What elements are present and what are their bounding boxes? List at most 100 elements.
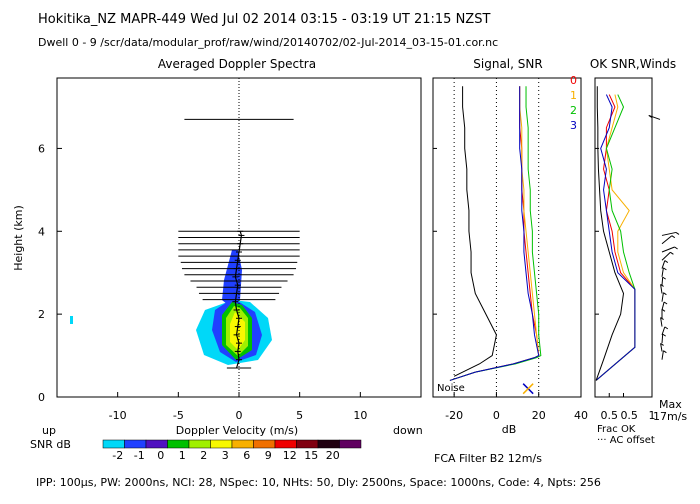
spectra-up-label: up [42,424,56,437]
snr-x-tick-label: 0 [493,409,500,422]
snr-x-tick-label: 40 [574,409,588,422]
snr-legend-tick-label: 3 [222,449,229,462]
snr-color-swatch [188,439,211,449]
snr-legend-tick-label: 0 [157,449,164,462]
winds-marks: 0.5 0.5 1 0 1 2 3 [570,74,680,422]
wind-barb-tick [663,350,667,354]
snr-color-swatch [231,439,254,449]
frac-ok-label: Frac OK [597,424,636,435]
snr-x-tick-label: -20 [445,409,463,422]
snr-series-line [449,86,540,381]
spectra-panel-title: Averaged Doppler Spectra [158,57,316,71]
wind-barb-tick [670,251,674,255]
snr-series-line [453,86,497,377]
snr-legend-tick-label: 1 [179,449,186,462]
spectra-heatmap [70,250,272,365]
snr-marks: -20 0 20 40 [433,78,588,422]
wind-barb-tick [660,343,664,346]
snr-legend-tick-label: -1 [134,449,145,462]
snr-series-line [449,86,540,381]
snr-color-legend: -2 -1 0 1 2 3 6 9 12 15 20 [102,439,362,462]
wind-barb [660,284,663,294]
snr-color-swatch [210,439,233,449]
spectra-x-tick-label: 10 [353,409,367,422]
wind-barb [661,246,675,253]
wind-barb-tick [648,115,653,118]
wind-barb [661,326,666,336]
snr-series-line [449,86,542,381]
snr-frame [432,77,582,398]
noise-label: Noise [437,383,465,394]
wind-barb-tick [663,292,667,296]
snr-x-tick-label: 20 [532,409,546,422]
header-file-path: Dwell 0 - 9 /scr/data/modular_prof/raw/w… [38,36,498,49]
ac-offset-label: ··· AC offset [597,435,655,446]
wind-barb [661,350,664,360]
wind-barb [660,343,663,352]
snr-color-swatch [253,439,276,449]
snr-legend-tick-label: 12 [283,449,297,462]
winds-frame [594,77,653,398]
wind-barb-tick [660,317,664,320]
series-legend-label: 3 [570,119,577,132]
wind-barb-tick [662,276,666,280]
wind-barb [660,317,663,327]
mean-velocity-line [234,231,243,369]
ok-fraction-line [595,94,636,381]
wind-barb [661,260,666,269]
wind-barb-tick [675,232,680,235]
snr-color-swatch [102,439,125,449]
spectra-y-tick-label: 6 [38,142,45,155]
snr-legend-tick-label: -2 [112,449,123,462]
winds-x-tick-label: 0.5 [601,409,619,422]
ok-fraction-line [595,94,636,381]
wind-barb [661,235,673,245]
snr-color-swatch [124,439,147,449]
snr-legend-tick-label: 15 [304,449,318,462]
wind-barb-tick [660,284,664,287]
snr-legend-tick-label: 9 [265,449,272,462]
wind-barb [661,301,665,311]
wind-barb-tick [664,326,669,330]
winds-panel-title: OK SNR,Winds [590,57,676,71]
snr-color-swatch [296,439,319,449]
wind-barb-tick [671,235,676,239]
spectra-marks: -10 -5 0 5 10 0 2 4 6 [38,78,367,422]
wind-barb [661,267,664,277]
snr-marker-cross [522,383,534,395]
wind-barb [661,231,677,236]
wind-barb [661,292,664,302]
spectra-down-label: down [393,424,423,437]
winds-x-tick-label: 0.5 [620,409,638,422]
spectra-y-label: Height (km) [12,205,25,271]
series-legend-label: 0 [570,74,577,87]
series-legend-label: 1 [570,89,577,102]
ok-fraction-line [595,86,625,381]
wind-barb [661,334,664,344]
snr-legend-title: SNR dB [30,438,71,451]
snr-legend-tick-label: 6 [243,449,250,462]
snr-panel-title: Signal, SNR [473,57,542,71]
wind-barb-tick [663,301,668,305]
spectra-x-tick-label: -10 [109,409,127,422]
snr-legend-tick-label: 2 [200,449,207,462]
wind-barb-tick [674,246,678,250]
spectra-y-tick-label: 4 [38,225,45,238]
wind-barb-tick [664,260,669,263]
snr-color-swatch [317,439,340,449]
ok-fraction-line [595,94,636,381]
snr-color-swatch [145,439,168,449]
max-label: Max [659,398,682,411]
snr-legend-tick-label: 20 [326,449,340,462]
wind-barb-tick [662,333,666,337]
spectra-x-tick-label: 0 [236,409,243,422]
snr-color-swatch [339,439,362,449]
spectra-y-tick-label: 0 [38,391,45,404]
snr-x-label: dB [502,423,517,436]
header-title: Hokitika_NZ MAPR-449 Wed Jul 02 2014 03:… [38,12,490,27]
winds-x-tick-label: 1 [649,409,656,422]
snr-color-swatch [167,439,190,449]
footer-params: IPP: 100µs, PW: 2000ns, NCI: 28, NSpec: … [36,476,601,489]
wind-barb [661,277,664,286]
